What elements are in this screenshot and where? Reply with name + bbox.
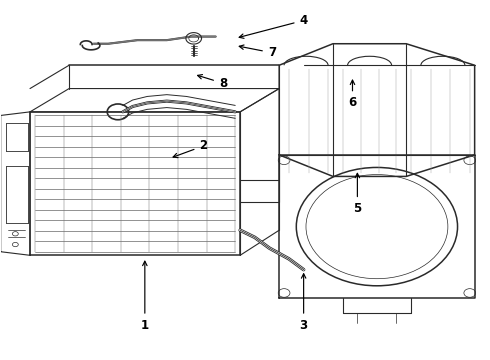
Text: 8: 8 (197, 75, 227, 90)
Text: 4: 4 (239, 14, 308, 38)
Text: 2: 2 (173, 139, 208, 158)
Text: 1: 1 (141, 261, 149, 332)
Text: 7: 7 (239, 45, 276, 59)
Text: 5: 5 (353, 173, 362, 215)
Text: 6: 6 (348, 80, 357, 109)
Text: 3: 3 (299, 274, 308, 332)
